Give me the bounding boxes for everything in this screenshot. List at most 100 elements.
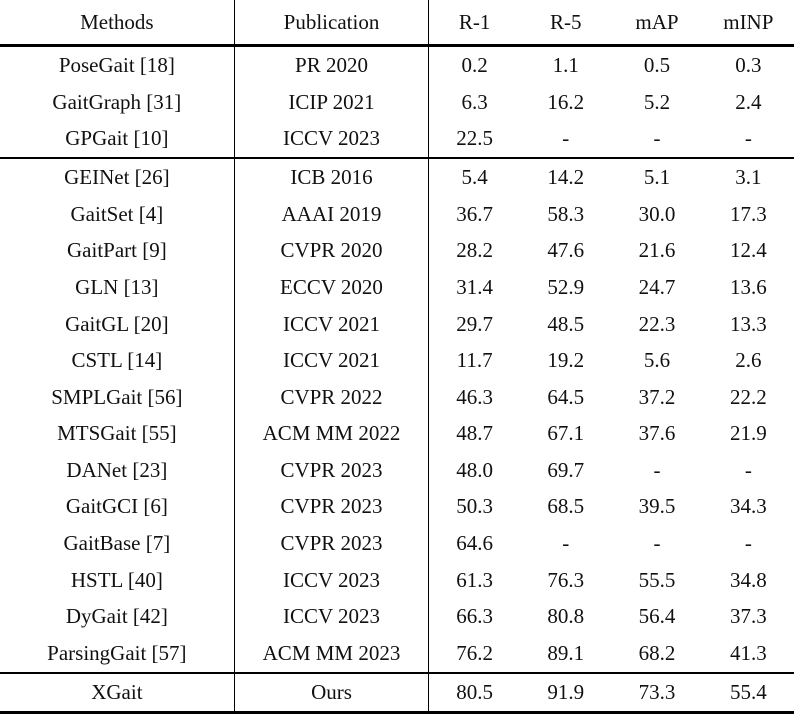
method-cell: HSTL [40] (0, 561, 235, 599)
metric-cell: 3.1 (702, 157, 794, 197)
metric-cell: 67.1 (547, 421, 585, 446)
metric-cell: 21.6 (638, 238, 676, 263)
table-row: SMPLGait [56] CVPR 2022 46.3 64.5 37.2 22.2 (0, 378, 794, 416)
metric-cell: 76.2 (456, 640, 494, 665)
publication-cell: ECCV 2020 (234, 269, 430, 306)
metric-cell: - (653, 457, 661, 482)
metric-cell: 5.4 (428, 157, 521, 197)
table-header: Methods Publication R-1 R-5 mAP mINP (0, 0, 794, 46)
table-row: GPGait [10] ICCV 2023 22.5 - - - (0, 120, 794, 159)
metric-cell: 14.2 (520, 157, 612, 197)
table-row: GaitGCI [6] CVPR 2023 50.3 68.5 39.5 34.3 (0, 488, 794, 526)
publication-cell: ICCV 2023 (234, 120, 430, 159)
method-cell: GaitSet [4] (0, 196, 235, 233)
publication-cell: ICCV 2021 (234, 342, 430, 379)
method-cell: PoseGait [18] (0, 45, 235, 84)
metric-cell: 48.5 (547, 311, 585, 336)
metric-cell: 37.6 (638, 421, 676, 446)
metric-cell: 6.3 (461, 89, 488, 114)
metric-cell: 91.9 (520, 671, 612, 714)
table-row: GaitGraph [31] ICIP 2021 6.3 16.2 5.2 2.4 (0, 83, 794, 121)
metric-cell: 80.5 (428, 671, 521, 714)
metric-cell: 64.5 (547, 384, 585, 409)
metric-cell: 73.3 (611, 671, 703, 714)
table-body: PoseGait [18] PR 2020 0.2 1.1 0.5 0.3 GaitGrap… (0, 45, 794, 714)
metric-cell: 48.7 (456, 421, 494, 446)
metric-cell: 5.1 (611, 157, 703, 197)
metric-cell: 61.3 (456, 567, 494, 592)
table-row: GLN [13] ECCV 2020 31.4 52.9 24.7 13.6 (0, 269, 794, 306)
metric-cell: 58.3 (547, 201, 585, 226)
publication-cell: PR 2020 (234, 45, 430, 84)
metric-cell: 48.0 (456, 457, 494, 482)
table-row: GaitGL [20] ICCV 2021 29.7 48.5 22.3 13.3 (0, 305, 794, 343)
method-cell: DyGait [42] (0, 598, 235, 635)
metric-cell: 17.3 (729, 201, 767, 226)
metric-cell: 66.3 (456, 604, 494, 629)
table-row: GaitSet [4] AAAI 2019 36.7 58.3 30.0 17.3 (0, 196, 794, 233)
metric-cell: 0.3 (735, 52, 762, 77)
metric-cell: 46.3 (456, 384, 494, 409)
table-row: ParsingGait [57] ACM MM 2023 76.2 89.1 68.2 4… (0, 634, 794, 673)
metric-cell: 76.3 (547, 567, 585, 592)
publication-cell: CVPR 2022 (234, 378, 430, 416)
publication-cell: CVPR 2023 (234, 452, 430, 489)
method-cell: XGait (0, 671, 235, 714)
metric-cell: 47.6 (547, 238, 585, 263)
metric-cell: 28.2 (456, 238, 494, 263)
metric-cell: 5.6 (643, 348, 671, 373)
publication-cell: ICIP 2021 (234, 83, 430, 121)
table-row: PoseGait [18] PR 2020 0.2 1.1 0.5 0.3 (0, 45, 794, 84)
method-cell: GEINet [26] (0, 157, 235, 197)
column-header: R-5 (549, 9, 582, 34)
metric-cell: 69.7 (547, 457, 585, 482)
metric-cell: 50.3 (456, 494, 494, 519)
metric-cell: 2.6 (735, 348, 762, 373)
method-cell: GPGait [10] (0, 120, 235, 159)
table-row: GEINet [26] ICB 2016 5.4 14.2 5.1 3.1 (0, 157, 794, 197)
metric-cell: 2.4 (735, 89, 762, 114)
metric-cell: 34.8 (729, 567, 767, 592)
column-header: mAP (635, 9, 679, 34)
table-row: GaitPart [9] CVPR 2020 28.2 47.6 21.6 12.4 (0, 232, 794, 270)
metric-cell: 12.4 (729, 238, 767, 263)
metric-cell: 11.7 (456, 348, 493, 373)
method-cell: GaitGCI [6] (0, 488, 235, 526)
column-header: mINP (723, 9, 774, 34)
metric-cell: 68.5 (547, 494, 585, 519)
metric-cell: 22.5 (456, 126, 494, 151)
metric-cell: 13.3 (729, 311, 767, 336)
table-row: XGait Ours 80.5 91.9 73.3 55.4 (0, 671, 794, 714)
method-cell: GaitBase [7] (0, 525, 235, 562)
metric-cell: 1.1 (552, 52, 579, 77)
metric-cell: 64.6 (456, 530, 494, 555)
table-row: MTSGait [55] ACM MM 2022 48.7 67.1 37.6 21.9 (0, 415, 794, 453)
metric-cell: - (744, 530, 752, 555)
metric-cell: 39.5 (638, 494, 676, 519)
metric-cell: 52.9 (547, 275, 585, 300)
method-cell: DANet [23] (0, 452, 235, 489)
metric-cell: 34.3 (729, 494, 767, 519)
publication-cell: ICCV 2021 (234, 305, 430, 343)
metric-cell: - (653, 530, 661, 555)
publication-cell: ACM MM 2023 (234, 634, 430, 673)
column-header: Methods (0, 0, 235, 46)
metric-cell: 68.2 (638, 640, 676, 665)
publication-cell: ICCV 2023 (234, 561, 430, 599)
metric-cell: 22.2 (729, 384, 767, 409)
method-cell: GaitGL [20] (0, 305, 235, 343)
metric-cell: 56.4 (638, 604, 676, 629)
table-row: HSTL [40] ICCV 2023 61.3 76.3 55.5 34.8 (0, 561, 794, 599)
metric-cell: 5.2 (643, 89, 671, 114)
metric-cell: 55.4 (702, 671, 794, 714)
metric-cell: 30.0 (638, 201, 676, 226)
table-row: DANet [23] CVPR 2023 48.0 69.7 - - (0, 452, 794, 489)
metric-cell: 89.1 (547, 640, 585, 665)
metric-cell: - (653, 126, 661, 151)
method-cell: GLN [13] (0, 269, 235, 306)
publication-cell: ICCV 2023 (234, 598, 430, 635)
method-cell: MTSGait [55] (0, 415, 235, 453)
publication-cell: CVPR 2020 (234, 232, 430, 270)
publication-cell: ICB 2016 (234, 157, 430, 197)
